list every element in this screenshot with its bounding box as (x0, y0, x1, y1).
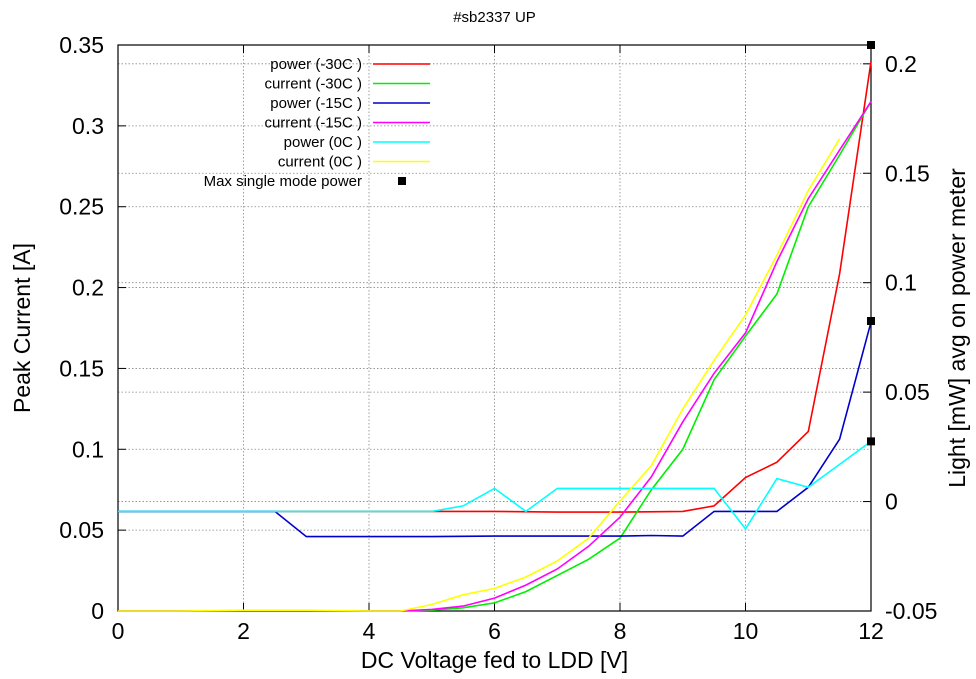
series-layer (118, 61, 872, 612)
y-tick-label: 0.35 (59, 32, 104, 58)
y-axis-label: Peak Current [A] (9, 243, 35, 413)
max-power-point (867, 41, 875, 49)
y-tick-label: 0.05 (59, 517, 104, 543)
y2-axis-label: Light [mW] avg on power meter (944, 168, 970, 488)
y2-tick-label: 0.2 (885, 51, 917, 77)
y2-tick-label: 0.15 (885, 160, 930, 186)
legend-label: Max single mode power (204, 173, 362, 190)
y2-tick-label: 0 (885, 489, 898, 515)
x-tick-label: 8 (614, 618, 627, 644)
y2-tick-label: -0.05 (885, 598, 937, 624)
y-tick-label: 0.25 (59, 194, 104, 220)
y-tick-label: 0.2 (72, 275, 104, 301)
y-tick-label: 0.3 (72, 113, 104, 139)
legend-swatch-point (398, 177, 406, 185)
y2-tick-label: 0.1 (885, 270, 917, 296)
x-tick-label: 10 (733, 618, 759, 644)
legend-label: power (0C ) (284, 134, 362, 151)
series-line-power-0c (118, 440, 872, 531)
x-tick-label: 4 (363, 618, 376, 644)
y-tick-label: 0 (91, 598, 104, 624)
chart-title: #sb2337 UP (453, 9, 536, 26)
x-tick-label: 0 (112, 618, 125, 644)
legend-label: power (-15C ) (270, 95, 362, 112)
max-power-point (867, 316, 875, 325)
max-power-markers (867, 41, 875, 446)
x-tick-label: 12 (858, 618, 884, 644)
tick-labels: 0 2 4 6 8 10 12 0 0.05 0.1 0.15 0.2 0.25 0.3 0.35 -0.05… (59, 32, 937, 644)
max-power-point (867, 437, 875, 446)
x-tick-label: 6 (488, 618, 501, 644)
y-tick-label: 0.15 (59, 355, 104, 381)
x-axis-label: DC Voltage fed to LDD [V] (361, 647, 628, 673)
grid-lines (118, 45, 871, 611)
legend: power (-30C ) current (-30C ) power (-15C … (204, 56, 430, 190)
legend-label: power (-30C ) (270, 56, 362, 73)
y-tick-label: 0.1 (72, 436, 104, 462)
legend-label: current (-30C ) (264, 76, 362, 93)
legend-label: current (-15C ) (264, 115, 362, 132)
legend-label: current (0C ) (278, 154, 362, 171)
tick-marks (117, 44, 872, 612)
y2-tick-label: 0.05 (885, 379, 930, 405)
series-line-current-0c (118, 138, 841, 612)
x-tick-label: 2 (237, 618, 250, 644)
